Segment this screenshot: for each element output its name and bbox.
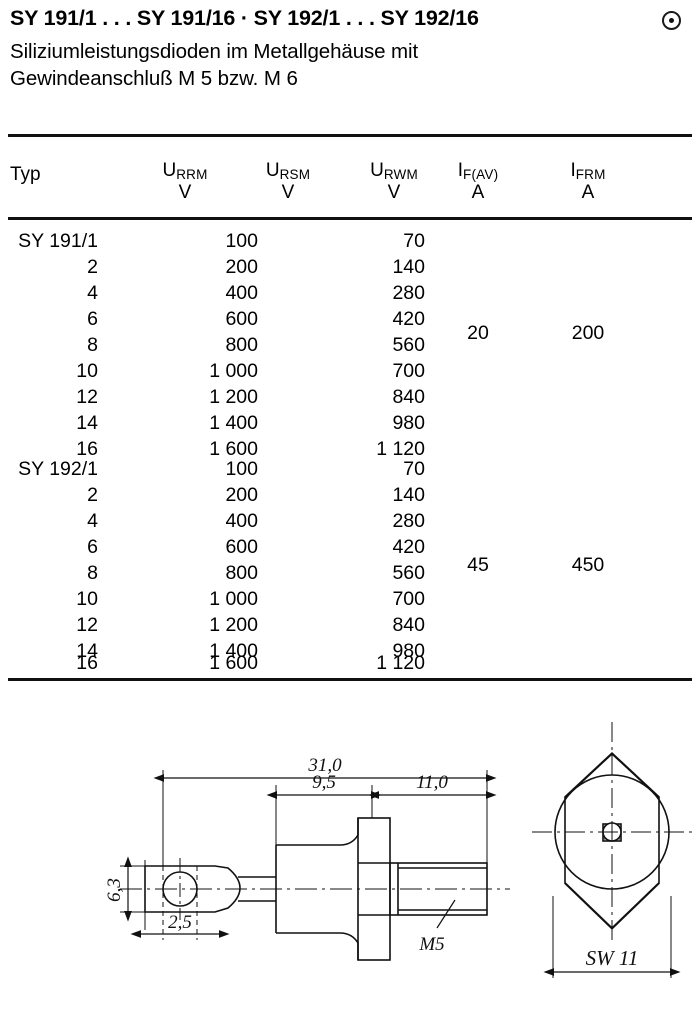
ifav-subscript: F(AV) [463, 166, 499, 182]
table-row: 12 [76, 614, 98, 636]
table-row: 2 [87, 484, 98, 506]
table-cell-urrm: 100 [225, 230, 258, 252]
table-row: 14 [76, 412, 98, 434]
subtitle-line-2: Gewindeanschluß M 5 bzw. M 6 [10, 67, 298, 90]
table-cell-urwm: 70 [403, 458, 425, 480]
table-cell-urwm: 420 [392, 536, 425, 558]
table-cell-urrm: 1 400 [209, 640, 258, 662]
table-cell-urwm: 700 [392, 588, 425, 610]
column-header-urrm: URRM V [150, 160, 220, 203]
urrm-unit: V [178, 182, 192, 203]
table-cell-urrm: 800 [225, 562, 258, 584]
ifrm-subscript: FRM [575, 166, 606, 182]
table-row: 10 [76, 360, 98, 382]
page-subtitle: Siliziumleistungsdioden im Metallgehäuse… [10, 38, 650, 92]
table-row: SY 191/1 [18, 230, 98, 252]
table-cell-urwm: 980 [392, 412, 425, 434]
table-cell-urwm: 280 [392, 282, 425, 304]
specification-table: Typ URRM V URSM V URWM V IF(AV) A IFRM A… [10, 160, 626, 674]
table-cell-urrm: 200 [225, 484, 258, 506]
table-row: 4 [87, 510, 98, 532]
table-row: 8 [87, 334, 98, 356]
leader-line-m5 [436, 899, 456, 929]
table-cell-urrm: 1 600 [209, 652, 258, 674]
dimension-label-body: 9,5 [312, 772, 336, 793]
table-cell-urrm: 400 [225, 282, 258, 304]
ursm-subscript: RSM [279, 166, 311, 182]
table-cell-urrm: 200 [225, 256, 258, 278]
table-cell-urrm: 1 000 [209, 360, 258, 382]
table-cell-urrm: 1 200 [209, 386, 258, 408]
table-cell-urrm: 400 [225, 510, 258, 532]
table-cell-urrm: 600 [225, 536, 258, 558]
table-cell-urwm: 280 [392, 510, 425, 532]
table-cell-urwm: 840 [392, 386, 425, 408]
dimension-label-overall: 31,0 [307, 755, 342, 776]
column-header-ifav: IF(AV) A [438, 160, 518, 203]
table-row: 2 [87, 256, 98, 278]
table-row: 16 [76, 652, 98, 674]
table-cell-urwm: 700 [392, 360, 425, 382]
table-cell-urwm: 560 [392, 334, 425, 356]
table-cell-urwm: 140 [392, 256, 425, 278]
table-cell-ifav: 45 [467, 554, 489, 576]
dimension-label-tab-width: 6,3 [104, 878, 125, 902]
table-cell-urrm: 100 [225, 458, 258, 480]
table-cell-urrm: 600 [225, 308, 258, 330]
ursm-unit: V [281, 182, 295, 203]
ursm-symbol: U [265, 160, 280, 181]
table-cell-urwm: 1 120 [376, 652, 425, 674]
table-cell-ifav: 20 [467, 322, 489, 344]
table-cell-urwm: 1 120 [376, 438, 425, 460]
column-header-typ: Typ [10, 164, 41, 186]
column-header-ifrm: IFRM A [550, 160, 626, 203]
table-row: 12 [76, 386, 98, 408]
column-header-typ-label: Typ [10, 164, 41, 185]
ifrm-unit: A [581, 182, 595, 203]
table-cell-urwm: 70 [403, 230, 425, 252]
table-cell-ifrm: 450 [571, 554, 605, 576]
urwm-subscript: RWM [383, 166, 418, 182]
table-cell-urwm: 980 [392, 640, 425, 662]
urrm-subscript: RRM [176, 166, 208, 182]
ifav-unit: A [471, 182, 485, 203]
table-rule-header [8, 217, 692, 220]
table-cell-urwm: 140 [392, 484, 425, 506]
table-row: 4 [87, 282, 98, 304]
table-row: 6 [87, 536, 98, 558]
dimension-label-hole-offset: 2,5 [168, 912, 192, 933]
circle-dot-icon [662, 11, 681, 30]
table-cell-urrm: 1 200 [209, 614, 258, 636]
table-cell-urwm: 560 [392, 562, 425, 584]
urwm-symbol: U [370, 160, 384, 181]
subtitle-line-1: Siliziumleistungsdioden im Metallgehäuse… [10, 40, 419, 63]
table-row: 8 [87, 562, 98, 584]
mechanical-drawing: 31,0 9,5 11,0 6,3 2,5 M5 SW 11 [0, 700, 700, 1014]
urrm-symbol: U [162, 160, 177, 181]
ifav-symbol: I [457, 160, 464, 181]
table-cell-urwm: 840 [392, 614, 425, 636]
dimension-label-m5: M5 [418, 934, 444, 955]
table-row: 16 [76, 438, 98, 460]
column-header-urwm: URWM V [358, 160, 430, 203]
ifrm-symbol: I [570, 160, 576, 181]
diode-lead [238, 876, 276, 902]
dimension-label-thread: 11,0 [416, 772, 448, 793]
table-cell-urrm: 1 400 [209, 412, 258, 434]
table-row: 10 [76, 588, 98, 610]
table-row: 6 [87, 308, 98, 330]
table-row: SY 192/1 [18, 458, 98, 480]
table-rule-top [8, 134, 692, 137]
urwm-unit: V [387, 182, 401, 203]
table-cell-urrm: 1 000 [209, 588, 258, 610]
table-cell-urrm: 1 600 [209, 438, 258, 460]
dimension-label-wrench-size: SW 11 [586, 946, 639, 970]
page-title: SY 191/1 . . . SY 191/16 · SY 192/1 . . … [10, 6, 479, 30]
table-cell-urrm: 800 [225, 334, 258, 356]
table-cell-ifrm: 200 [571, 322, 605, 344]
table-cell-urwm: 420 [392, 308, 425, 330]
table-rule-bottom [8, 678, 692, 681]
table-row: 14 [76, 640, 98, 662]
column-header-ursm: URSM V [253, 160, 323, 203]
